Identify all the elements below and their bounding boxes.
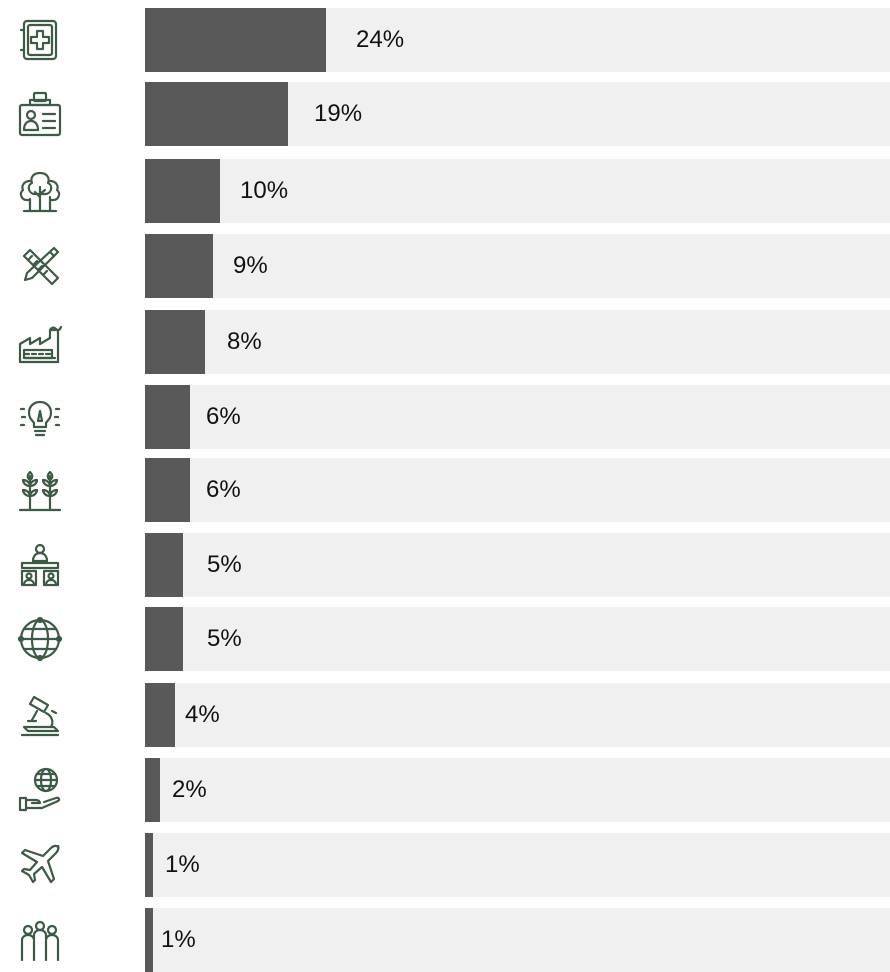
- bar-row: 6%: [0, 385, 890, 449]
- bar: [145, 82, 288, 146]
- bar: [145, 607, 183, 671]
- bar-track: 8%: [145, 310, 890, 374]
- data-label: 9%: [233, 252, 268, 279]
- bar-track: 10%: [145, 159, 890, 223]
- lightbulb-idea-icon: [12, 393, 68, 441]
- globe-hand-icon: [12, 766, 68, 814]
- bar-row: 6%: [0, 458, 890, 522]
- bar-row: 1%: [0, 833, 890, 897]
- bar-row: 5%: [0, 607, 890, 671]
- data-label: 10%: [240, 177, 289, 204]
- microscope-icon: [12, 691, 68, 739]
- data-label: 1%: [161, 926, 196, 953]
- airplane-icon: [12, 841, 68, 889]
- data-label: 5%: [207, 551, 242, 578]
- bar-track: 9%: [145, 234, 890, 298]
- bar-track: 5%: [145, 607, 890, 671]
- pencil-ruler-icon: [12, 242, 68, 290]
- bar-row: 19%: [0, 82, 890, 146]
- bar: [145, 385, 190, 449]
- bar-track: 4%: [145, 683, 890, 747]
- bar-row: 2%: [0, 758, 890, 822]
- bar-row: 24%: [0, 8, 890, 72]
- bar: [145, 159, 220, 223]
- factory-icon: [12, 318, 68, 366]
- data-label: 6%: [206, 476, 241, 503]
- bar: [145, 683, 175, 747]
- bar-row: 1%: [0, 908, 890, 972]
- bar-row: 5%: [0, 533, 890, 597]
- data-label: 8%: [227, 328, 262, 355]
- bar: [145, 458, 190, 522]
- bar: [145, 234, 213, 298]
- data-label: 19%: [314, 100, 363, 127]
- bar-row: 8%: [0, 310, 890, 374]
- bar-track: 6%: [145, 458, 890, 522]
- bar: [145, 758, 160, 822]
- bar: [145, 833, 153, 897]
- bar-track: 2%: [145, 758, 890, 822]
- bar: [145, 310, 205, 374]
- bar-track: 1%: [145, 833, 890, 897]
- bar-row: 10%: [0, 159, 890, 223]
- data-label: 2%: [172, 776, 207, 803]
- meeting-icon: [12, 541, 68, 589]
- people-group-icon: [12, 916, 68, 964]
- data-label: 24%: [356, 26, 405, 53]
- data-label: 5%: [207, 625, 242, 652]
- bar: [145, 533, 183, 597]
- data-label: 1%: [165, 851, 200, 878]
- data-label: 6%: [206, 403, 241, 430]
- bar: [145, 8, 326, 72]
- bar-row: 4%: [0, 683, 890, 747]
- wheat-icon: [12, 466, 68, 514]
- medical-kit-icon: [12, 16, 68, 64]
- id-badge-icon: [12, 90, 68, 138]
- bar: [145, 908, 153, 972]
- bar-track: 1%: [145, 908, 890, 972]
- bar-track: 24%: [145, 8, 890, 72]
- data-label: 4%: [185, 701, 220, 728]
- globe-network-icon: [12, 615, 68, 663]
- bar-track: 19%: [145, 82, 890, 146]
- bar-track: 6%: [145, 385, 890, 449]
- trees-icon: [12, 167, 68, 215]
- bar-track: 5%: [145, 533, 890, 597]
- bar-row: 9%: [0, 234, 890, 298]
